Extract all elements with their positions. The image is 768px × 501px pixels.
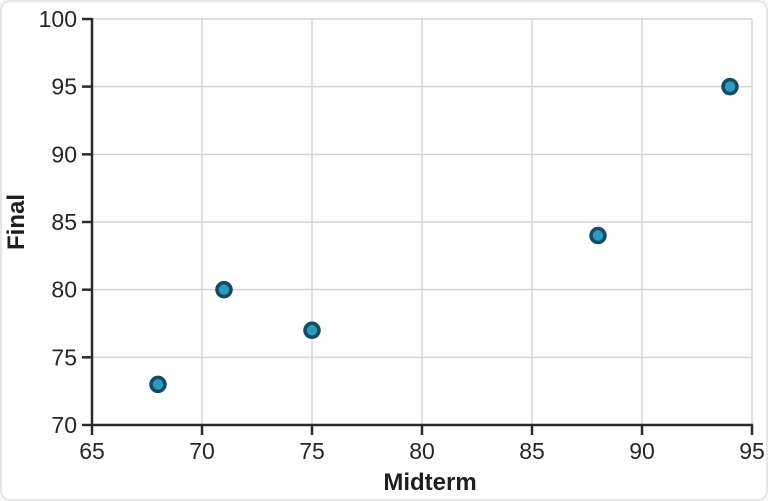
- data-point: [215, 280, 233, 299]
- y-tick-label: 95: [51, 74, 77, 100]
- data-point: [589, 226, 607, 245]
- data-points: [149, 77, 739, 394]
- y-tick-label: 70: [51, 412, 77, 438]
- data-point: [721, 77, 739, 96]
- y-tick-label: 100: [39, 6, 77, 32]
- x-tick-label: 85: [519, 438, 545, 464]
- x-tick-label: 95: [739, 438, 765, 464]
- gridlines: [91, 18, 753, 426]
- x-axis-label: Midterm: [383, 469, 476, 496]
- y-tick-labels: 70 75 80 85 90 95 100: [39, 6, 77, 438]
- y-tick-label: 75: [51, 344, 77, 370]
- y-tick-label: 85: [51, 209, 77, 235]
- x-tick-label: 80: [409, 438, 435, 464]
- x-tick-labels: 65 70 75 80 85 90 95: [79, 438, 765, 464]
- data-point: [149, 375, 167, 394]
- y-tick-label: 90: [51, 141, 77, 167]
- y-tick-label: 80: [51, 277, 77, 303]
- tick-marks: [82, 17, 754, 435]
- x-tick-label: 75: [299, 438, 325, 464]
- x-tick-label: 90: [629, 438, 655, 464]
- x-tick-label: 65: [79, 438, 105, 464]
- y-axis-label: Final: [3, 194, 30, 250]
- x-tick-label: 70: [189, 438, 215, 464]
- data-point: [303, 321, 321, 340]
